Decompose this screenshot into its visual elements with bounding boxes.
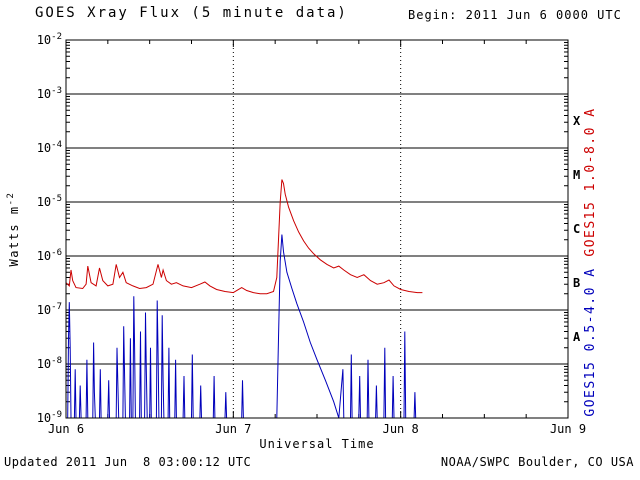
x-axis-label: Universal Time: [259, 437, 375, 451]
flare-class-letter: M: [573, 168, 580, 182]
y-tick-label: 10-2: [37, 32, 62, 47]
flare-class-letter: C: [573, 222, 580, 236]
x-tick-label: Jun 9: [550, 422, 586, 436]
updated-timestamp: Updated 2011 Jun 8 03:00:12 UTC: [4, 455, 252, 469]
x-tick-label: Jun 6: [48, 422, 84, 436]
y-tick-label: 10-5: [37, 194, 62, 209]
begin-time-label: Begin: 2011 Jun 6 0000 UTC: [408, 8, 622, 22]
series-line: [65, 179, 423, 295]
y-tick-label: 10-3: [37, 86, 62, 101]
series-line: [66, 234, 423, 419]
plot-border: [65, 39, 569, 419]
right-axis-label-short-channel: GOES15 0.5-4.0 A: [583, 267, 598, 417]
chart-title: GOES Xray Flux (5 minute data): [35, 5, 348, 21]
flare-class-letter: A: [573, 330, 581, 344]
y-tick-label: 10-7: [37, 302, 62, 317]
x-tick-label: Jun 8: [383, 422, 419, 436]
credit-label: NOAA/SWPC Boulder, CO USA: [440, 455, 634, 469]
flare-class-letter: X: [573, 114, 581, 128]
y-tick-label: 10-8: [37, 356, 62, 371]
flare-class-letter: B: [573, 276, 580, 290]
y-tick-label: 10-6: [37, 248, 62, 263]
x-tick-label: Jun 7: [215, 422, 251, 436]
y-tick-label: 10-4: [37, 140, 62, 155]
